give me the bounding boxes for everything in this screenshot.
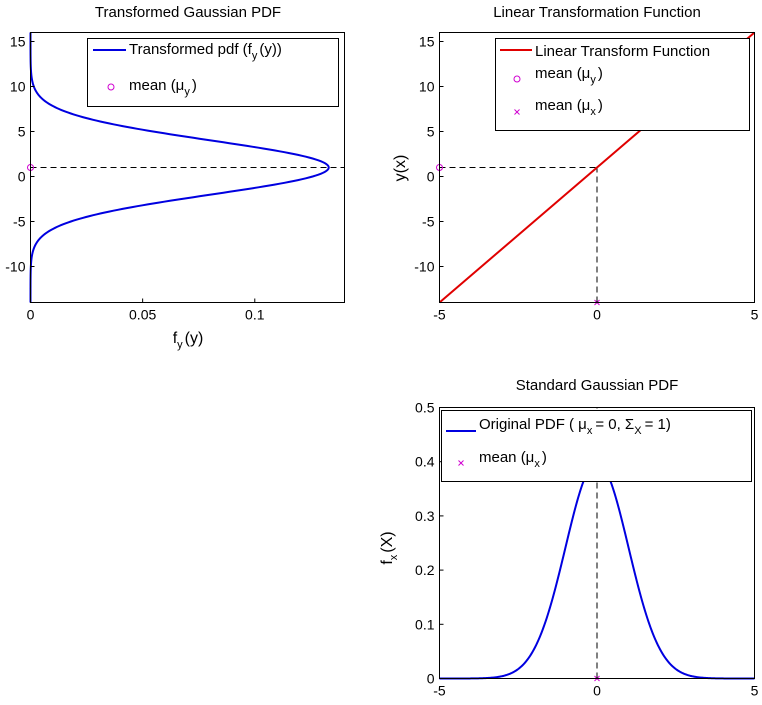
y-tick-label: 0 xyxy=(427,169,435,185)
legend-swatch-mean-y xyxy=(107,83,115,91)
x-tick-label: 0 xyxy=(593,683,601,699)
y-tick-label: 10 xyxy=(10,79,26,95)
x-tick-label: -5 xyxy=(433,307,446,323)
legend-box-standard xyxy=(441,410,752,482)
y-tick-label: -5 xyxy=(422,214,435,230)
y-tick-label: 0.4 xyxy=(415,454,435,470)
title-linear: Linear Transformation Function xyxy=(493,4,701,21)
legend-label-original-pdf: Original PDF ( μx = 0, ΣX = 1) xyxy=(479,416,671,437)
panel-transformed-gaussian: Transformed Gaussian PDF 0 0.05 0.1 -10 -5 0 5… xyxy=(5,4,345,351)
y-tick-label: 0.3 xyxy=(415,508,435,524)
y-tick-label: 5 xyxy=(427,124,435,140)
y-tick-label: 15 xyxy=(10,34,26,50)
x-tick-label: 0.05 xyxy=(129,307,156,323)
y-tick-label: 0 xyxy=(18,169,26,185)
x-tick-label: 0 xyxy=(27,307,35,323)
legend-swatch-mean-x-linear xyxy=(514,109,520,115)
y-tick-label: -10 xyxy=(5,259,25,275)
legend-label-transformed-pdf: Transformed pdf (fy (y)) xyxy=(129,41,282,62)
y-tick-label: 0.5 xyxy=(415,400,435,416)
y-tick-label: 0.2 xyxy=(415,562,435,578)
title-standard: Standard Gaussian PDF xyxy=(516,377,679,394)
x-tick-label: 0.1 xyxy=(245,307,265,323)
x-tick-label: 5 xyxy=(751,307,759,323)
legend-label-mean-x-linear: mean (μx) xyxy=(535,97,603,118)
y-tick-label: 0.1 xyxy=(415,616,435,632)
series-line-transformed xyxy=(29,32,330,303)
legend-label-mean-y: mean (μy) xyxy=(129,77,197,98)
legend-swatch-mean-y-linear xyxy=(513,75,521,83)
ylabel-linear: y(x) xyxy=(392,155,409,182)
panel-standard-gaussian: Standard Gaussian PDF -5 0 500.10.20.30.40… xyxy=(379,377,759,699)
legend-linear: Linear Transform Function mean (μy) mean… xyxy=(495,38,750,131)
legend-box-linear xyxy=(495,38,750,131)
y-tick-label: 5 xyxy=(18,124,26,140)
ylabel-standard: fx(X) xyxy=(379,531,400,564)
legend-label-mean-x-standard: mean (μx) xyxy=(479,449,547,470)
x-tick-label: 0 xyxy=(593,307,601,323)
legend-swatch-mean-x-standard xyxy=(458,460,464,466)
legend-transformed: Transformed pdf (fy (y)) mean (μy) xyxy=(87,38,339,107)
x-tick-label: -5 xyxy=(433,683,446,699)
y-tick-label: -5 xyxy=(13,214,26,230)
axes-box-transformed xyxy=(30,32,345,303)
xlabel-transformed: fy (y) xyxy=(173,330,204,351)
y-tick-label: 15 xyxy=(419,34,435,50)
y-tick-label: 10 xyxy=(419,79,435,95)
panel-linear-transformation: Linear Transformation Function -5 0 5 -10 -5… xyxy=(392,4,759,323)
legend-label-linear-transform: Linear Transform Function xyxy=(535,43,710,60)
legend-box-transformed xyxy=(87,38,339,107)
y-tick-label: 0 xyxy=(427,671,435,687)
y-tick-label: -10 xyxy=(414,259,434,275)
legend-standard: Original PDF ( μx = 0, ΣX = 1) mean (μx) xyxy=(441,410,752,482)
legend-label-mean-y-linear: mean (μy) xyxy=(535,65,603,86)
x-tick-label: 5 xyxy=(751,683,759,699)
title-transformed: Transformed Gaussian PDF xyxy=(95,4,281,21)
